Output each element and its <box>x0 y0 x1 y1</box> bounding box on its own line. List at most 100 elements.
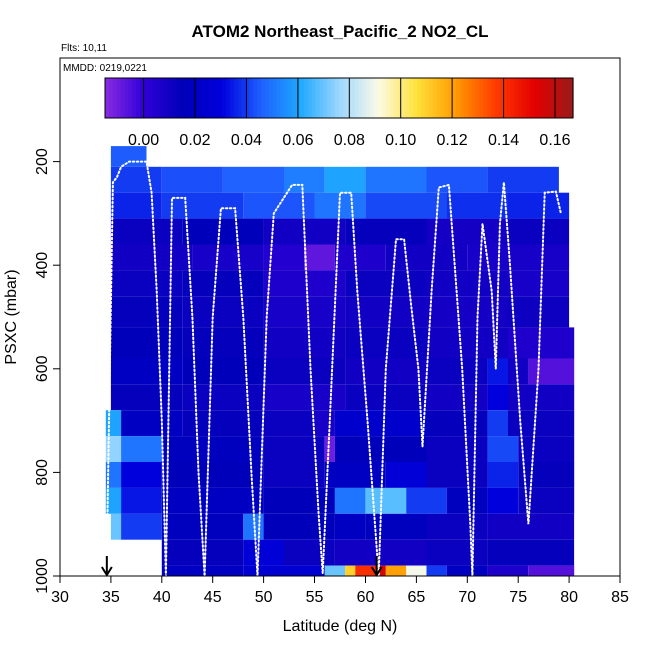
date-label: MMDD: 0219,0221 <box>63 63 147 74</box>
x-tick-label: 80 <box>560 589 578 606</box>
colorbar-segment <box>311 78 317 118</box>
colorbar-segment <box>475 78 480 118</box>
heatmap-cell <box>182 327 264 359</box>
colorbar-segment <box>467 78 473 118</box>
heatmap-cell <box>528 358 575 385</box>
colorbar-segment <box>186 78 192 118</box>
heatmap-cell <box>426 410 488 437</box>
y-tick-label: 200 <box>34 148 51 175</box>
heatmap-cell <box>324 565 346 576</box>
colorbar-segment <box>155 78 161 118</box>
colorbar-segment <box>541 78 547 118</box>
colorbar-segment <box>264 78 270 118</box>
heatmap-cell <box>161 462 264 488</box>
heatmap-cell <box>467 244 570 271</box>
colorbar-segment <box>432 78 438 118</box>
colorbar-segment <box>222 78 227 118</box>
heatmap-cell <box>110 218 183 245</box>
colorbar-segment <box>358 78 363 118</box>
colorbar-segment <box>405 78 410 118</box>
colorbar-segment <box>171 78 176 118</box>
colorbar-segment <box>385 78 391 118</box>
colorbar-segment <box>549 78 555 118</box>
heatmap-cell <box>355 565 376 576</box>
heatmap-cell <box>324 166 366 193</box>
colorbar-segment <box>163 78 168 118</box>
heatmap-cell <box>263 462 325 488</box>
colorbar-tick-label: 0.00 <box>128 132 159 149</box>
colorbar-segment <box>413 78 418 118</box>
x-tick-label: 65 <box>408 589 426 606</box>
heatmap-cell <box>105 462 122 488</box>
heatmap-cell <box>446 487 488 514</box>
colorbar-segment <box>315 78 321 118</box>
colorbar-segment <box>350 78 356 118</box>
heatmap-cell <box>426 270 508 297</box>
colorbar-segment <box>487 78 492 118</box>
heatmap-cell <box>182 384 264 411</box>
heatmap-cell <box>345 218 427 245</box>
colorbar-segment <box>565 78 570 118</box>
heatmap-cell <box>426 166 488 193</box>
colorbar-segment <box>116 78 122 118</box>
heatmap-cell <box>121 462 162 488</box>
x-tick-label: 35 <box>102 589 120 606</box>
colorbar-segment <box>151 78 157 118</box>
heatmap-cell <box>345 296 427 328</box>
heatmap-cell <box>487 462 519 488</box>
x-tick-label: 85 <box>611 589 629 606</box>
colorbar-segment <box>280 78 285 118</box>
colorbar-segment <box>167 78 172 118</box>
heatmap-cell <box>263 270 346 297</box>
heatmap-cell <box>314 410 335 437</box>
heatmap-cell <box>426 384 488 411</box>
heatmap-cell <box>508 296 570 328</box>
colorbar-segment <box>210 78 215 118</box>
colorbar-segment <box>495 78 500 118</box>
colorbar-segment <box>526 78 531 118</box>
heatmap-cell <box>121 410 183 437</box>
heatmap-cell <box>324 436 335 462</box>
colorbar-segment <box>440 78 445 118</box>
colorbar-segment <box>319 78 324 118</box>
heatmap-cell <box>345 384 427 411</box>
heatmap-cell <box>508 327 575 359</box>
heatmap-cell <box>334 436 427 462</box>
colorbar-segment <box>323 78 328 118</box>
heatmap-cell <box>365 487 407 514</box>
colorbar-tick-label: 0.08 <box>334 132 365 149</box>
colorbar-segment <box>120 78 126 118</box>
heatmap-cell <box>487 410 508 437</box>
heatmap-cell <box>263 513 335 540</box>
heatmap-cell <box>426 565 447 576</box>
colorbar-segment <box>194 78 200 118</box>
heatmap-cell <box>182 296 264 328</box>
heatmap-cell <box>508 218 570 245</box>
x-tick-label: 40 <box>153 589 171 606</box>
colorbar-tick-label: 0.10 <box>385 132 416 149</box>
colorbar-segment <box>241 78 246 118</box>
colorbar-segment <box>335 78 340 118</box>
heatmap-cell <box>161 487 264 514</box>
heatmap-cell <box>110 166 162 193</box>
flight-track <box>105 160 562 577</box>
colorbar-segment <box>233 78 239 118</box>
colorbar-segment <box>459 78 465 118</box>
heatmap-cell <box>263 487 335 514</box>
heatmap-cell <box>110 296 183 328</box>
heatmap-cell <box>182 218 264 245</box>
colorbar-segment <box>374 78 379 118</box>
heatmap-cell <box>182 358 264 385</box>
colorbar-segment <box>307 78 313 118</box>
colorbar-segment <box>268 78 274 118</box>
colorbar-segment <box>128 78 133 118</box>
heatmap-cell <box>487 436 519 462</box>
colorbar-tick-label: 0.16 <box>539 132 570 149</box>
plot-frame <box>59 57 621 577</box>
heatmap-cell <box>426 296 508 328</box>
colorbar-segment <box>288 78 293 118</box>
colorbar-segment <box>537 78 543 118</box>
arrow-markers <box>100 556 383 577</box>
heatmap-cell <box>192 244 264 271</box>
flights-label: Flts: 10,11 <box>61 43 107 54</box>
